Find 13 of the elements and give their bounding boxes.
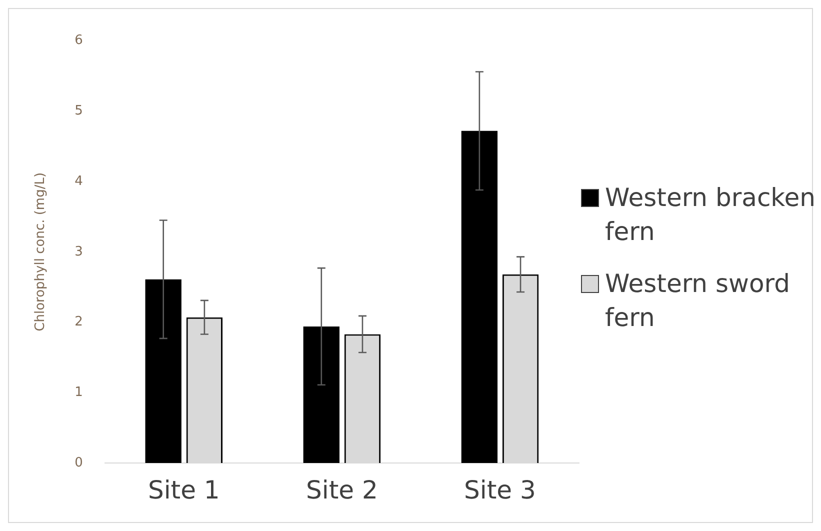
legend-label: Western bracken fern — [605, 182, 816, 248]
x-tick-label: Site 2 — [306, 476, 378, 504]
y-axis-title: Chlorophyll conc. (mg/L) — [33, 172, 48, 332]
y-tick-label: 3 — [74, 244, 83, 260]
y-tick-label: 6 — [74, 33, 83, 48]
x-tick-label: Site 3 — [464, 476, 536, 504]
x-tick-label: Site 1 — [148, 476, 220, 504]
y-tick-label: 5 — [74, 104, 83, 119]
y-tick-label: 0 — [74, 455, 83, 470]
y-tick-label: 2 — [74, 314, 83, 330]
y-tick-label: 4 — [74, 174, 83, 189]
y-tick-label: 1 — [74, 385, 83, 400]
legend-label: Western sword fern — [605, 268, 791, 334]
